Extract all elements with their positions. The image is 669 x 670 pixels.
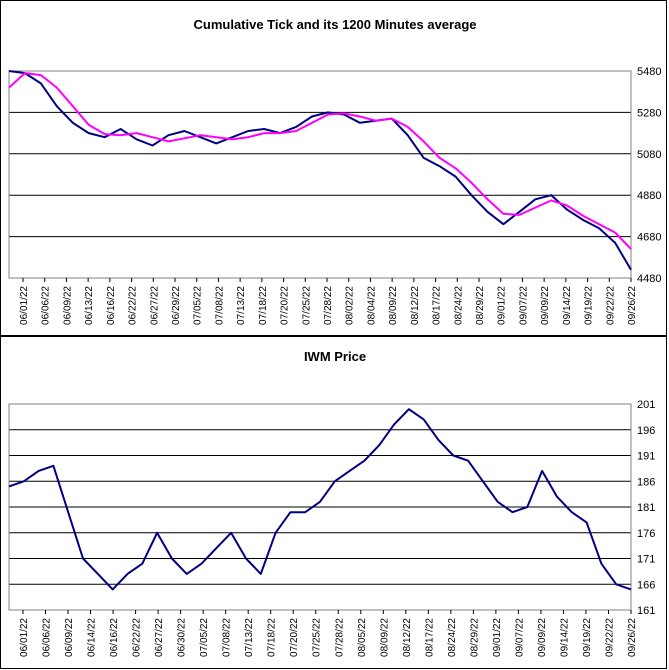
gridlines [9,71,631,278]
series-line-average [9,73,631,249]
series-line-main [9,71,631,270]
x-tick-label: 08/24/22 [447,618,458,657]
x-tick-label: 08/02/22 [345,286,356,325]
x-tick-label: 08/17/22 [432,286,443,325]
x-tick-label: 07/20/22 [289,618,300,657]
y-tick-label: 5080 [637,149,661,161]
x-tick-label: 07/08/22 [222,618,233,657]
x-tick-label: 09/01/22 [492,618,503,657]
x-tick-label: 09/01/22 [497,286,508,325]
y-tick-label: 186 [637,476,655,488]
x-tick-label: 08/09/22 [379,618,390,657]
x-tick-label: 06/09/22 [62,286,73,325]
x-tick-label: 08/24/22 [453,286,464,325]
x-tick-label: 06/30/22 [177,618,188,657]
iwm-price-chart: IWM Price 201 196 191 186 181 176 171 166 161 06… [1,337,668,670]
x-tick-label: 07/05/22 [193,286,204,325]
x-tick-label: 09/22/22 [604,618,615,657]
x-tick-label: 09/07/22 [518,286,529,325]
y-tick-label: 181 [637,502,655,514]
x-tick-label: 07/28/22 [323,286,334,325]
x-tick-label: 07/25/22 [312,618,323,657]
x-tick-label: 06/27/22 [154,618,165,657]
x-tick-label: 09/22/22 [605,286,616,325]
y-tick-label: 166 [637,579,655,591]
y-axis-ticks: 5480 5280 5080 4880 4680 4480 [637,66,661,285]
x-tick-label: 09/26/22 [627,618,638,657]
x-tick-label: 09/26/22 [627,286,638,325]
x-tick-label: 07/25/22 [301,286,312,325]
x-tick-label: 07/28/22 [334,618,345,657]
y-tick-label: 4880 [637,190,661,202]
series-line-main [9,409,631,589]
x-tick-label: 07/08/22 [214,286,225,325]
series-group [9,71,631,270]
y-tick-label: 4480 [637,273,661,285]
x-tick-label: 07/13/22 [244,618,255,657]
x-tick-label: 06/06/22 [42,618,53,657]
y-tick-label: 176 [637,528,655,540]
x-tick-label: 06/13/22 [84,286,95,325]
x-axis-ticks: 06/01/22 06/06/22 06/09/22 06/14/22 06/16/22… [19,610,638,657]
cumulative-tick-chart: Cumulative Tick and its 1200 Minutes ave… [1,1,668,337]
x-tick-label: 08/29/22 [469,618,480,657]
y-tick-label: 5480 [637,66,661,78]
y-tick-label: 4680 [637,232,661,244]
x-tick-label: 06/22/22 [132,618,143,657]
x-tick-label: 07/20/22 [280,286,291,325]
series-group [9,409,631,589]
x-tick-label: 06/27/22 [149,286,160,325]
chart-title: IWM Price [304,349,366,364]
x-tick-label: 06/16/22 [109,618,120,657]
x-tick-label: 09/19/22 [582,618,593,657]
y-axis-ticks: 201 196 191 186 181 176 171 166 161 [637,399,655,617]
iwm-price-chart-panel: IWM Price 201 196 191 186 181 176 171 166 161 06… [0,336,667,669]
x-tick-label: 09/19/22 [584,286,595,325]
y-tick-label: 161 [637,605,655,617]
x-axis-ticks: 06/01/22 06/06/22 06/09/22 06/13/22 06/16/22… [19,278,638,325]
x-tick-label: 07/13/22 [236,286,247,325]
x-tick-label: 09/09/22 [540,286,551,325]
x-tick-label: 09/14/22 [562,286,573,325]
x-tick-label: 08/09/22 [388,286,399,325]
x-tick-label: 06/22/22 [128,286,139,325]
x-tick-label: 08/05/22 [357,618,368,657]
x-tick-label: 09/07/22 [514,618,525,657]
x-tick-label: 07/05/22 [199,618,210,657]
chart-title: Cumulative Tick and its 1200 Minutes ave… [194,17,477,32]
x-tick-label: 07/18/22 [267,618,278,657]
x-tick-label: 08/17/22 [424,618,435,657]
x-tick-label: 06/06/22 [41,286,52,325]
x-tick-label: 09/14/22 [559,618,570,657]
x-tick-label: 08/29/22 [475,286,486,325]
x-tick-label: 08/12/22 [402,618,413,657]
x-tick-label: 06/01/22 [19,618,30,657]
y-tick-label: 201 [637,399,655,411]
y-tick-label: 171 [637,554,655,566]
x-tick-label: 07/18/22 [258,286,269,325]
x-tick-label: 08/04/22 [366,286,377,325]
x-tick-label: 06/01/22 [19,286,30,325]
x-tick-label: 06/29/22 [171,286,182,325]
x-tick-label: 06/09/22 [64,618,75,657]
x-tick-label: 06/16/22 [106,286,117,325]
cumulative-tick-chart-panel: Cumulative Tick and its 1200 Minutes ave… [0,0,667,336]
plot-area-frame [9,71,631,278]
x-tick-label: 06/14/22 [87,618,98,657]
y-tick-label: 5280 [637,107,661,119]
y-tick-label: 191 [637,451,655,463]
y-tick-label: 196 [637,425,655,437]
x-tick-label: 08/12/22 [410,286,421,325]
x-tick-label: 09/09/22 [537,618,548,657]
